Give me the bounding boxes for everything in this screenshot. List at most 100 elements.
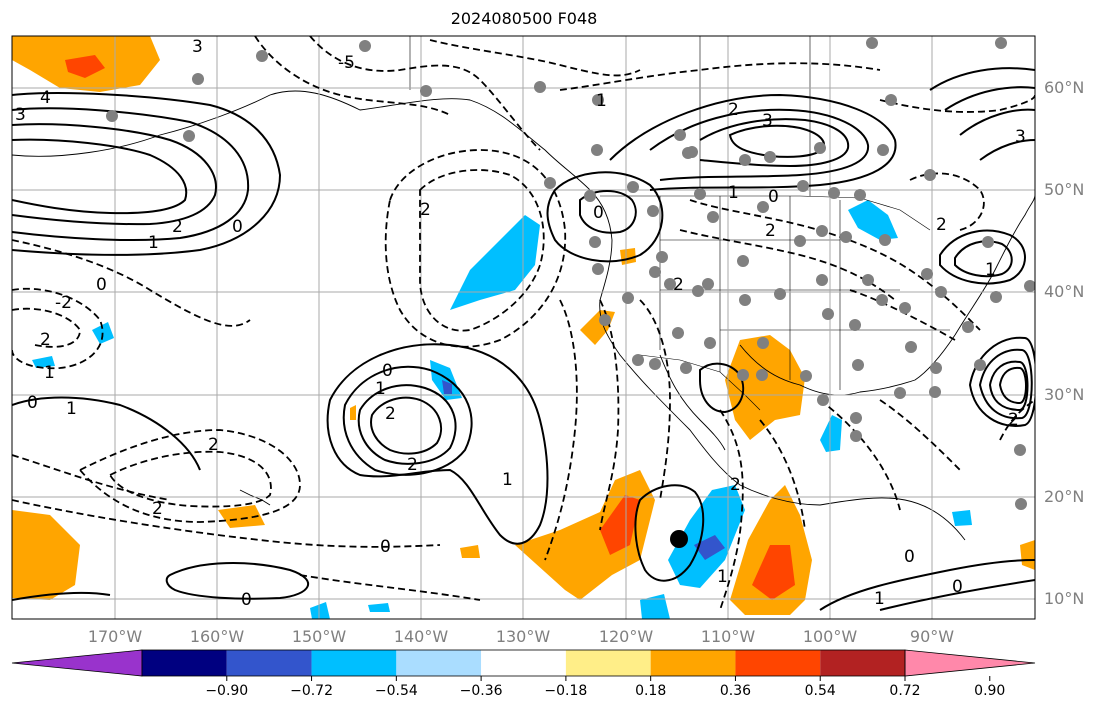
colorbar-tick-label: −0.72 — [290, 683, 333, 699]
contour-label: 2 — [1008, 410, 1019, 430]
negative-contours — [12, 36, 1035, 611]
contour-label: 2 — [936, 215, 947, 235]
blue-blob-south-3 — [640, 594, 670, 619]
red-blob-alaska — [65, 55, 105, 78]
storm-center-marker — [670, 530, 688, 548]
contour-label: 0 — [382, 361, 393, 381]
coastlines — [12, 90, 1035, 541]
lon-label-100w: 100°W — [802, 627, 858, 646]
contour-label: 1 — [66, 399, 77, 419]
map-title: 2024080500 F048 — [450, 9, 598, 28]
orange-blob-small-3 — [350, 405, 356, 420]
colorbar-segment — [481, 650, 566, 676]
blue-blob-hawaii-n — [430, 360, 462, 400]
contour-label: 2 — [728, 100, 739, 120]
colorbar-extend-high — [904, 649, 1036, 677]
lon-label-110w: 110°W — [700, 627, 756, 646]
north-america-west-coast — [589, 189, 966, 541]
contour-label: 0 — [380, 537, 391, 557]
orange-blob-texas — [725, 335, 805, 440]
colorbar-segment — [565, 650, 651, 676]
colorbar-tick-label: 0.90 — [974, 683, 1006, 699]
lon-label-130w: 130°W — [495, 627, 551, 646]
colorbar-tick-label: 0.18 — [635, 683, 667, 699]
orange-blob-small-1 — [218, 505, 265, 528]
lat-label-20n: 20°N — [1044, 487, 1085, 506]
contour-label: 1 — [874, 589, 885, 609]
red-blob-baja — [600, 495, 640, 555]
orange-blob-west-south — [12, 510, 80, 600]
colorbar-segment — [650, 650, 736, 676]
east-coast — [954, 194, 1035, 336]
contour-label: 0 — [593, 203, 604, 223]
red-blob-mexico-east — [752, 545, 795, 600]
positive-contours — [12, 67, 1035, 611]
blue-blob-gulf — [820, 415, 842, 452]
lat-label-30n: 30°N — [1044, 385, 1085, 404]
colorbar-extend-low — [11, 649, 143, 677]
colorbar-tick-label: −0.36 — [459, 683, 503, 699]
contour-label: 2 — [765, 221, 776, 241]
gulf-coast — [739, 334, 956, 396]
contour-label: 2 — [385, 404, 396, 424]
contour-label: 2 — [420, 200, 431, 220]
contour-label: 0 — [232, 217, 243, 237]
contour-label: 3 — [1015, 127, 1026, 147]
lon-label-120w: 120°W — [598, 627, 654, 646]
colorbar-segment — [820, 650, 905, 676]
colorbar-tick-label: −0.18 — [544, 683, 588, 699]
contour-label: 1 — [375, 379, 386, 399]
lat-label-60n: 60°N — [1044, 78, 1085, 97]
contour-label: 1 — [717, 567, 728, 587]
contour-label: 1 — [148, 233, 159, 253]
colorbar-segment — [396, 650, 482, 676]
colorbar-outline — [141, 649, 906, 677]
colorbar-tick-label: −0.54 — [374, 683, 418, 699]
lat-lon-grid — [12, 36, 1035, 619]
contour-label: 2 — [208, 435, 219, 455]
contour-label: 3 — [762, 111, 773, 131]
contour-label: 0 — [96, 275, 107, 295]
contour-label: 3 — [192, 37, 203, 57]
contour-label: 2 — [40, 330, 51, 350]
alaska-coast — [12, 90, 591, 191]
lat-label-40n: 40°N — [1044, 282, 1085, 301]
colorbar-segment — [226, 650, 312, 676]
contour-label: 2 — [172, 217, 183, 237]
colorbar-tick-label: 0.72 — [889, 683, 921, 699]
colorbar-tick-label: 0.54 — [804, 683, 836, 699]
colorbar-segment — [311, 650, 397, 676]
contour-label: 2 — [152, 499, 163, 519]
blue-blob-small-2 — [32, 356, 55, 368]
anomaly-shading — [12, 36, 1035, 619]
colorbar-segment — [735, 650, 821, 676]
lat-label-50n: 50°N — [1044, 180, 1085, 199]
colorbar-segment — [142, 650, 227, 676]
contour-label: -2 — [55, 293, 72, 313]
lon-label-90w: 90°W — [909, 627, 955, 646]
contour-label: 2 — [730, 475, 741, 495]
lon-label-170w: 170°W — [87, 627, 143, 646]
contour-label: 1 — [728, 183, 739, 203]
contour-label: 2 — [673, 275, 684, 295]
contour-label: 1 — [985, 260, 996, 280]
blue-blob-mexico — [668, 485, 745, 588]
map-frame — [11, 35, 1036, 620]
weather-map: -5 3 4 3 2 1 0 2 -2 0 2 1 2 3 2 1 0 2 0 … — [11, 35, 1036, 620]
lon-label-140w: 140°W — [393, 627, 449, 646]
lon-label-160w: 160°W — [189, 627, 245, 646]
blue-blob-pacific — [450, 215, 540, 310]
blue-blob-carib — [952, 510, 972, 526]
colorbar-tick-label: −0.90 — [205, 683, 249, 699]
contour-label: 0 — [768, 187, 779, 207]
station-dots — [106, 37, 1035, 510]
lat-label-10n: 10°N — [1044, 589, 1085, 608]
contour-label: 1 — [502, 470, 513, 490]
contour-label: 4 — [40, 88, 51, 108]
contour-label: -5 — [338, 53, 355, 73]
contour-label: 2 — [407, 455, 418, 475]
blue-blob-south-1 — [310, 602, 330, 619]
contour-label: 0 — [27, 393, 38, 413]
blue-blob-great-lakes — [848, 200, 898, 240]
contour-label: 0 — [904, 547, 915, 567]
